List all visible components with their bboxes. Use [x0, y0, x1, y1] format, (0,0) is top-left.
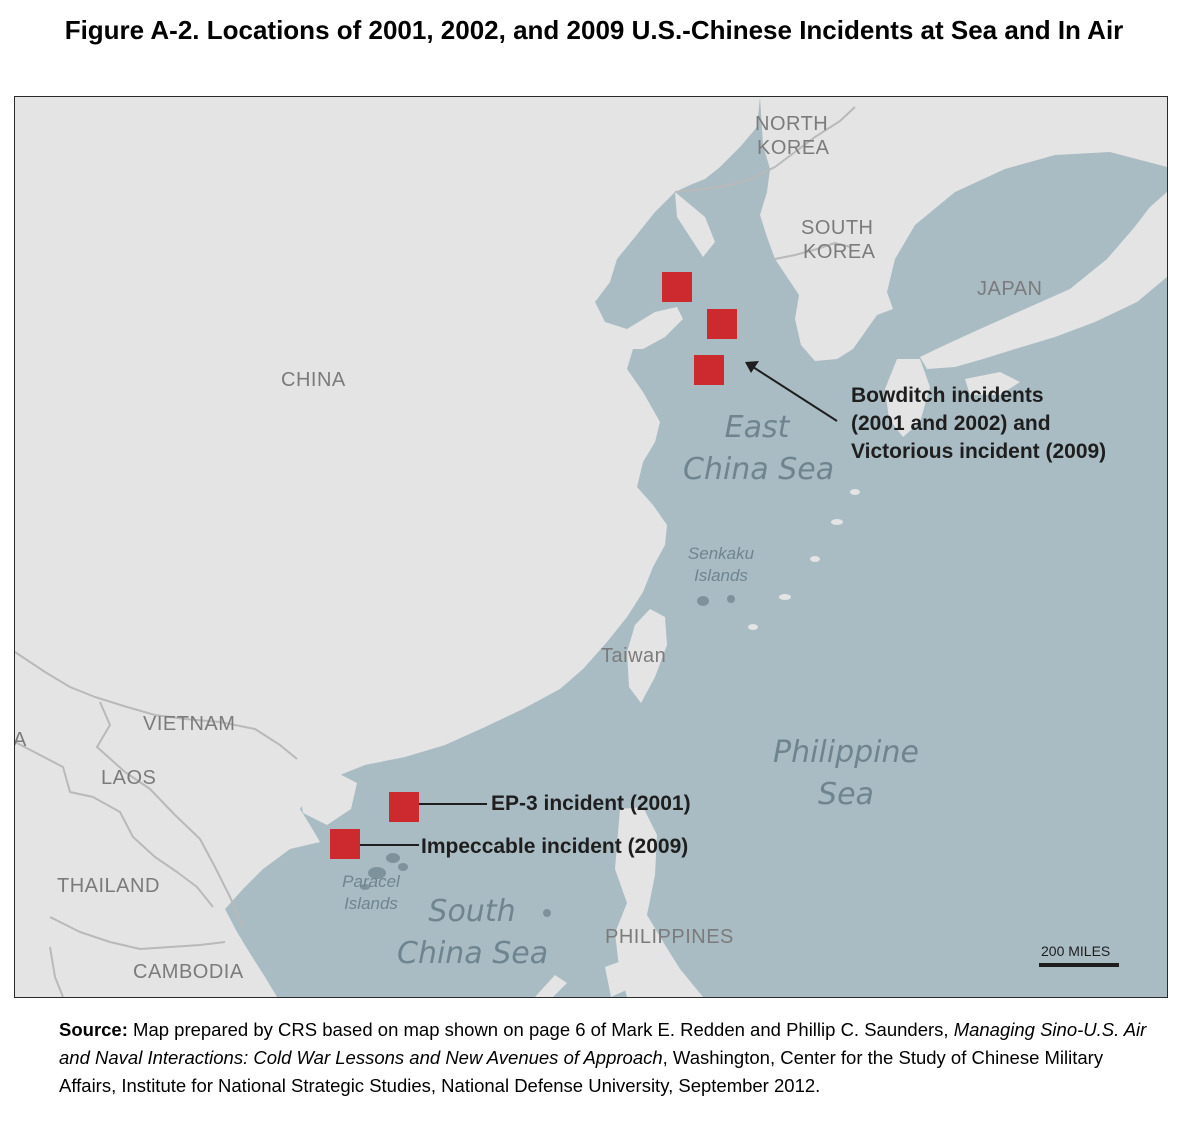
- label-philippines: PHILIPPINES: [605, 926, 734, 948]
- label-cambodia: CAMBODIA: [133, 961, 244, 983]
- label-taiwan: Taiwan: [601, 645, 667, 667]
- korea-land: [760, 97, 1167, 361]
- palawan-tip: [535, 975, 567, 997]
- victorious-marker: [694, 355, 724, 385]
- china-korea-border: [674, 106, 856, 193]
- figure-title: Figure A-2. Locations of 2001, 2002, and…: [64, 15, 1124, 45]
- paracel-line2: Islands: [344, 894, 398, 913]
- callout-impeccable: Impeccable incident (2009): [421, 835, 689, 858]
- north-south-korea-border: [774, 242, 852, 260]
- scale-label: 200 MILES: [1041, 943, 1111, 959]
- japan-kyushu: [885, 359, 930, 437]
- hainan-island: [297, 769, 357, 825]
- ryukyu-islands: [748, 489, 860, 630]
- senkaku-line2: Islands: [694, 566, 748, 585]
- callout-bowditch: Bowditch incidents (2001 and 2002) and V…: [851, 382, 1106, 466]
- south-china-sea-line1: South: [428, 894, 516, 929]
- ep3-marker: [389, 792, 419, 822]
- label-edge-fragment: A: [14, 729, 27, 751]
- mindoro-island: [605, 959, 633, 997]
- label-senkaku-islands: Senkaku Islands: [677, 543, 765, 587]
- label-philippine-sea: Philippine Sea: [771, 732, 921, 816]
- callout-bowditch-line1: Bowditch incidents: [851, 384, 1044, 407]
- paracel-islands-shapes: [360, 853, 408, 890]
- country-borders: [15, 106, 856, 997]
- source-book-title: Managing Sino-U.S. Air and Naval Interac…: [59, 1019, 1147, 1068]
- thailand-cambodia-border: [49, 916, 226, 950]
- taiwan-island: [627, 609, 667, 703]
- vietnam-laos-border: [96, 701, 244, 928]
- senkaku-line1: Senkaku: [687, 544, 755, 563]
- liaodong-peninsula: [675, 192, 715, 257]
- source-text-before: Map prepared by CRS based on map shown o…: [127, 1019, 954, 1040]
- label-thailand: THAILAND: [57, 875, 160, 897]
- source-note: Source: Map prepared by CRS based on map…: [59, 1016, 1159, 1100]
- japan-honshu: [920, 192, 1167, 369]
- south-china-sea-line2: China Sea: [397, 936, 549, 971]
- label-north-korea-line1: NORTH: [755, 113, 829, 135]
- label-south-china-sea: South China Sea: [397, 891, 549, 975]
- shoal-dot: [543, 909, 551, 917]
- label-vietnam: VIETNAM: [143, 713, 236, 735]
- east-china-sea-line1: East: [724, 410, 790, 445]
- philippine-sea-line2: Sea: [818, 777, 874, 812]
- label-north-korea-line2: KOREA: [757, 137, 830, 159]
- senkaku-islands-shapes: [697, 595, 735, 606]
- china-vietnam-border: [15, 651, 298, 760]
- label-south-korea-line2: KOREA: [803, 241, 876, 263]
- label-china: CHINA: [281, 369, 346, 391]
- callout-ep3: EP-3 incident (2001): [491, 792, 691, 815]
- bowditch-marker-1: [662, 272, 692, 302]
- china-mainland: [15, 97, 760, 997]
- paracel-line1: Paracel: [342, 872, 400, 891]
- cambodia-west-border: [49, 946, 64, 997]
- label-south-korea-line1: SOUTH: [801, 217, 874, 239]
- source-text-after: , Washington, Center for the Study of Ch…: [59, 1047, 1104, 1096]
- philippine-sea-line1: Philippine: [772, 735, 919, 770]
- callout-bowditch-line3: Victorious incident (2009): [851, 440, 1107, 463]
- laos-thailand-border: [15, 741, 214, 908]
- luzon-island: [615, 807, 703, 997]
- callout-bowditch-line2: (2001 and 2002) and: [851, 412, 1051, 435]
- east-china-sea-line2: China Sea: [683, 452, 835, 487]
- bowditch-arrow: [745, 361, 838, 422]
- map-graphic: [15, 97, 1167, 997]
- japan-shikoku: [965, 372, 1020, 395]
- source-label: Source:: [59, 1019, 128, 1040]
- map: CHINA NORTH KOREA SOUTH KOREA JAPAN VIET…: [14, 96, 1168, 998]
- label-japan: JAPAN: [977, 278, 1043, 300]
- label-east-china-sea: East China Sea: [683, 407, 835, 491]
- shandong-peninsula: [627, 307, 683, 349]
- label-paracel-islands: Paracel Islands: [329, 871, 413, 915]
- label-laos: LAOS: [101, 767, 157, 789]
- impeccable-marker: [330, 829, 360, 859]
- bowditch-marker-2: [707, 309, 737, 339]
- scale-bar: [1039, 963, 1119, 967]
